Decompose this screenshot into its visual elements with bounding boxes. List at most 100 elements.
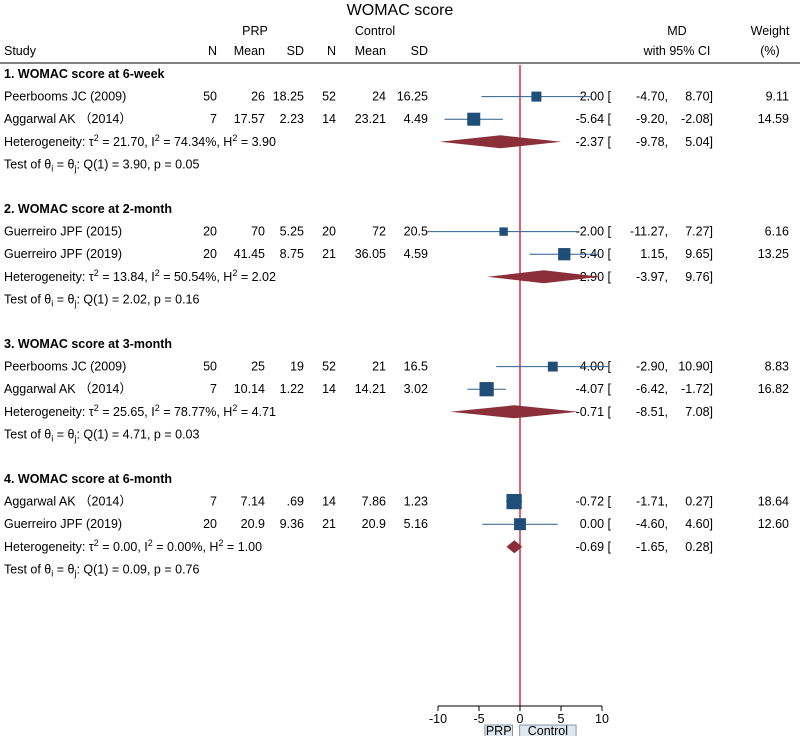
- group-3-title: 3. WOMAC score at 3-month: [4, 337, 172, 351]
- group-4-study-2-control-mean: 20.9: [362, 517, 386, 531]
- group-1-study-1-control-sd: 16.25: [397, 90, 428, 104]
- group-3-study-1-effect-marker: [547, 361, 558, 372]
- group-1-study-1-control-mean: 24: [372, 90, 386, 104]
- group-3-study-1-control-n: 52: [322, 360, 336, 374]
- prp-group-header: PRP: [242, 24, 268, 38]
- group-1-study-2-prp-sd: 2.23: [280, 112, 304, 126]
- group-3-study-2-control-n: 14: [322, 382, 336, 396]
- group-3-study-2-ci-upper: -1.72]: [681, 382, 713, 396]
- group-1-title: 1. WOMAC score at 6-week: [4, 67, 165, 81]
- group-3-study-2-control-mean: 14.21: [355, 382, 386, 396]
- group-4-study-2-prp-mean: 20.9: [241, 517, 265, 531]
- group-2-study-1-ci-lower: -11.27,: [630, 225, 668, 239]
- prp-sd-header: SD: [287, 44, 304, 58]
- group-4-study-1-ci-md: -0.72 [: [576, 495, 612, 509]
- group-1-pooled-ci-lower: -9.78,: [636, 135, 668, 149]
- group-1-heterogeneity: Heterogeneity: τ2 = 21.70, I2 = 74.34%, …: [4, 133, 276, 149]
- group-2-study-1-ci-md: -2.00 [: [576, 225, 612, 239]
- group-4-study-2-ci-upper: 4.60]: [685, 517, 713, 531]
- favours-prp-label-box: [484, 724, 513, 736]
- group-3-study-2-ci-lower: -6.42,: [636, 382, 668, 396]
- group-3-heterogeneity: Heterogeneity: τ2 = 25.65, I2 = 78.77%, …: [4, 403, 276, 419]
- weight-header: Weight: [751, 24, 790, 38]
- x-tick-label-1: -5: [473, 712, 484, 726]
- group-2-study-2-name: Guerreiro JPF (2019): [4, 247, 122, 261]
- group-1-study-2-control-sd: 4.49: [404, 112, 428, 126]
- group-2-study-2-control-mean: 36.05: [355, 247, 386, 261]
- group-3-pooled-ci-upper: 7.08]: [685, 405, 713, 419]
- group-1-study-2-control-mean: 23.21: [355, 112, 386, 126]
- md-header: MD: [667, 24, 686, 38]
- group-2-study-2-prp-sd: 8.75: [280, 247, 304, 261]
- group-2-study-2-control-sd: 4.59: [404, 247, 428, 261]
- group-4-study-1-control-mean: 7.86: [362, 495, 386, 509]
- md-ci-header: with 95% CI: [643, 44, 711, 58]
- x-tick-label-4: 10: [595, 712, 609, 726]
- group-4-pooled-ci-md: -0.69 [: [576, 540, 612, 554]
- favours-prp-label: PRP: [486, 724, 512, 736]
- group-4-pooled-ci-lower: -1.65,: [636, 540, 668, 554]
- group-3-study-1-prp-n: 50: [203, 360, 217, 374]
- group-1-pooled-diamond: [439, 135, 562, 149]
- group-2-study-2-weight: 13.25: [758, 247, 789, 261]
- group-3-study-1-control-sd: 16.5: [404, 360, 428, 374]
- group-1-study-1-ci-md: 2.00 [: [580, 90, 612, 104]
- weight-unit-header: (%): [760, 44, 779, 58]
- group-4-study-2-prp-n: 20: [203, 517, 217, 531]
- group-2-study-1-control-mean: 72: [372, 225, 386, 239]
- group-3-study-1-weight: 8.83: [765, 360, 789, 374]
- group-2-study-1-control-n: 20: [322, 225, 336, 239]
- group-2-study-1-prp-mean: 70: [251, 225, 265, 239]
- group-2-study-1-weight: 6.16: [765, 225, 789, 239]
- group-2-study-2-control-n: 21: [322, 247, 336, 261]
- group-2-study-1-name: Guerreiro JPF (2015): [4, 225, 122, 239]
- group-4-heterogeneity: Heterogeneity: τ2 = 0.00, I2 = 0.00%, H2…: [4, 538, 262, 554]
- group-2-heterogeneity: Heterogeneity: τ2 = 13.84, I2 = 50.54%, …: [4, 268, 276, 284]
- prp-n-header: N: [208, 44, 217, 58]
- group-2-study-1-effect-marker: [499, 227, 508, 236]
- group-1-pooled-ci-upper: 5.04]: [685, 135, 713, 149]
- group-4-study-2-control-sd: 5.16: [404, 517, 428, 531]
- x-tick-label-0: -10: [429, 712, 447, 726]
- chart-title: WOMAC score: [347, 2, 454, 19]
- group-1-study-1-prp-sd: 18.25: [273, 90, 304, 104]
- group-4-study-2-ci-md: 0.00 [: [580, 517, 612, 531]
- group-1-study-1-ci-upper: 8.70]: [685, 90, 713, 104]
- group-4-study-1-control-n: 14: [322, 495, 336, 509]
- study-column-header: Study: [4, 44, 37, 58]
- group-4-study-2-ci-lower: -4.60,: [636, 517, 668, 531]
- control-sd-header: SD: [411, 44, 428, 58]
- group-4-pooled-ci-upper: 0.28]: [685, 540, 713, 554]
- group-4-study-1-control-sd: 1.23: [404, 495, 428, 509]
- group-1-study-2-effect-marker: [467, 112, 481, 126]
- group-3-study-2-prp-sd: 1.22: [280, 382, 304, 396]
- group-4-test: Test of θi = θj: Q(1) = 0.09, p = 0.76: [4, 562, 199, 578]
- group-4-study-2-name: Guerreiro JPF (2019): [4, 517, 122, 531]
- group-1-study-1-control-n: 52: [322, 90, 336, 104]
- group-4-study-2-control-n: 21: [322, 517, 336, 531]
- group-1-study-2-ci-lower: -9.20,: [636, 112, 668, 126]
- group-4-study-1-prp-n: 7: [210, 495, 217, 509]
- group-2-study-1-prp-sd: 5.25: [280, 225, 304, 239]
- group-1-study-2-prp-n: 7: [210, 112, 217, 126]
- group-1-study-1-ci-lower: -4.70,: [636, 90, 668, 104]
- group-2-study-2-prp-mean: 41.45: [234, 247, 265, 261]
- group-3-study-2-prp-n: 7: [210, 382, 217, 396]
- group-1-study-1-weight: 9.11: [766, 90, 789, 104]
- prp-mean-header: Mean: [234, 44, 265, 58]
- group-4-study-1-prp-sd: .69: [287, 495, 304, 509]
- group-3-study-1-prp-mean: 25: [251, 360, 265, 374]
- group-1-study-1-effect-marker: [531, 91, 542, 102]
- group-2-study-1-control-sd: 20.5: [404, 225, 428, 239]
- group-1-study-2-control-n: 14: [322, 112, 336, 126]
- group-3-study-2-effect-marker: [479, 382, 494, 397]
- group-3-study-2-name: Aggarwal AK （2014）: [4, 382, 132, 396]
- group-3-study-2-prp-mean: 10.14: [234, 382, 265, 396]
- group-4-study-2-weight: 12.60: [758, 517, 789, 531]
- group-3-pooled-diamond: [450, 405, 579, 419]
- group-2-pooled-ci-lower: -3.97,: [636, 270, 668, 284]
- group-4-study-1-weight: 18.64: [758, 495, 789, 509]
- favours-control-label: Control: [528, 724, 568, 736]
- group-1-study-2-ci-md: -5.64 [: [576, 112, 612, 126]
